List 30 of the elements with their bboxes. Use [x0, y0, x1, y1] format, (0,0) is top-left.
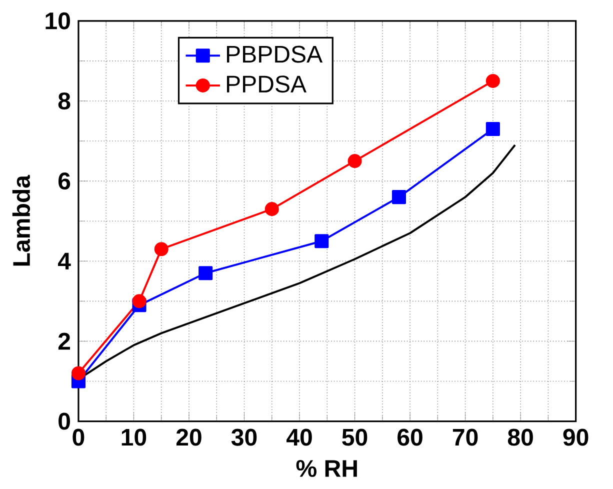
x-axis-title: % RH [296, 460, 357, 477]
x-tick-label: 20 [176, 428, 202, 446]
point [264, 202, 279, 216]
y-tick-label: 2 [58, 332, 70, 350]
x-tick-label: 50 [342, 428, 368, 446]
x-tick-label: 0 [72, 428, 84, 446]
x-tick-label: 60 [398, 428, 422, 446]
x-tick-label: 10 [122, 428, 146, 446]
y-tick-label: 10 [46, 12, 70, 30]
y-axis-title: Lambda [12, 174, 30, 266]
y-tick-label: 4 [58, 252, 71, 270]
point [486, 74, 500, 88]
y-tick-label: 0 [58, 412, 70, 430]
point [486, 122, 500, 136]
x-tick-label: 80 [508, 428, 533, 446]
point [348, 154, 362, 168]
x-tick-label: 90 [563, 428, 588, 446]
point [154, 242, 168, 256]
x-tick-label: 30 [231, 428, 257, 446]
legend-label: PBPDSA [226, 46, 323, 63]
x-tick-label: 70 [452, 428, 478, 446]
legend-label: PPDSA [226, 75, 307, 92]
y-tick-label: 6 [58, 172, 70, 190]
point [392, 190, 406, 204]
point [198, 266, 213, 280]
point [314, 234, 329, 248]
point [132, 294, 146, 308]
point [71, 366, 86, 380]
x-tick-label: 40 [286, 428, 312, 446]
y-tick-label: 8 [58, 92, 70, 110]
